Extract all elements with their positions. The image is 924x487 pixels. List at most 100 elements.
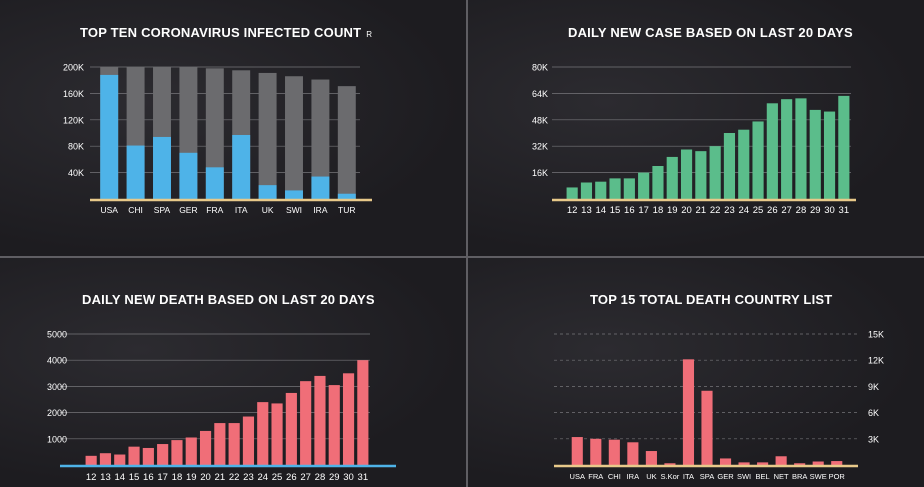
x-tick-label: 19 xyxy=(186,472,197,483)
data-bar xyxy=(580,182,593,199)
x-tick-label: 16 xyxy=(143,472,154,483)
y-tick-label: 9K xyxy=(868,382,879,392)
top-death-country-chart: 3K 6K 9K 12K 15K USA FRA CHI IRA UK S.Kor ITA SPA GER… xyxy=(554,330,884,481)
data-bar xyxy=(153,136,171,199)
x-tick-label: USA xyxy=(570,472,585,481)
y-tick-label: 200K xyxy=(63,63,84,73)
data-bar xyxy=(258,185,277,199)
x-tick-label: SWE xyxy=(810,472,827,481)
y-tick-label: 3000 xyxy=(47,382,67,392)
data-bar xyxy=(337,193,356,199)
y-tick-label: 1000 xyxy=(47,434,67,444)
x-tick-label: 31 xyxy=(358,472,369,483)
infected-count-title-suffix: R xyxy=(366,30,373,39)
x-tick-label: 28 xyxy=(796,205,807,216)
x-tick-label: 17 xyxy=(638,205,649,216)
data-bar xyxy=(242,416,255,465)
data-bar xyxy=(357,360,369,465)
daily-new-case-title: DAILY NEW CASE BASED ON LAST 20 DAYS xyxy=(568,25,853,40)
data-bar xyxy=(723,133,736,199)
data-bar xyxy=(627,442,639,465)
data-bar xyxy=(114,454,126,465)
data-bar xyxy=(142,447,154,465)
data-bar xyxy=(738,129,750,199)
x-tick-label: 14 xyxy=(595,205,606,216)
daily-new-case-panel: DAILY NEW CASE BASED ON LAST 20 DAYS 16K… xyxy=(468,0,924,256)
x-tick-label: UK xyxy=(646,472,656,481)
data-bar xyxy=(831,461,843,465)
data-bar xyxy=(823,111,836,199)
data-bar xyxy=(752,121,764,199)
x-tick-label: 13 xyxy=(581,205,592,216)
x-tick-label: 29 xyxy=(810,205,821,216)
x-tick-label: 31 xyxy=(839,205,850,216)
y-tick-label: 2000 xyxy=(47,408,67,418)
data-bar xyxy=(171,440,183,465)
x-tick-label: FRA xyxy=(588,472,603,481)
y-tick-label: 15K xyxy=(868,330,884,340)
data-bar xyxy=(666,156,678,199)
data-bar xyxy=(214,423,226,465)
y-tick-label: 12K xyxy=(868,356,884,366)
y-tick-label: 120K xyxy=(63,115,84,125)
top-death-country-panel: TOP 15 TOTAL DEATH COUNTRY LIST 3K 6K 9K 12… xyxy=(468,258,924,487)
y-tick-label: 48K xyxy=(532,115,548,125)
x-tick-label: BEL xyxy=(756,472,770,481)
data-bar xyxy=(638,172,650,199)
x-tick-label: 26 xyxy=(286,472,297,483)
x-tick-label: 25 xyxy=(272,472,283,483)
data-bar xyxy=(328,385,340,465)
infected-count-title-text: TOP TEN CORONAVIRUS INFECTED COUNT xyxy=(80,25,362,40)
x-tick-label: 24 xyxy=(257,472,268,483)
data-bar xyxy=(757,462,769,465)
x-tick-label: ITA xyxy=(235,205,248,215)
vertical-divider xyxy=(466,0,468,487)
data-bar xyxy=(645,451,657,465)
x-tick-label: 13 xyxy=(100,472,111,483)
data-bar xyxy=(775,456,787,465)
y-tick-label: 16K xyxy=(532,168,548,178)
x-tick-label: S.Kor xyxy=(661,472,680,481)
data-bar xyxy=(128,446,140,465)
x-tick-label: 22 xyxy=(710,205,721,216)
x-tick-label: 22 xyxy=(229,472,240,483)
infected-count-panel: TOP TEN CORONAVIRUS INFECTED COUNT R 40K 8… xyxy=(0,0,466,256)
x-tick-label: 20 xyxy=(200,472,211,483)
x-tick-label: 19 xyxy=(667,205,678,216)
x-tick-label: IRA xyxy=(313,205,328,215)
x-tick-label: TUR xyxy=(338,205,355,215)
y-tick-label: 32K xyxy=(532,142,548,152)
x-tick-label: 12 xyxy=(567,205,578,216)
y-tick-label: 5000 xyxy=(47,330,67,340)
data-bar xyxy=(311,176,330,199)
x-tick-label: 27 xyxy=(781,205,792,216)
x-tick-label: SWI xyxy=(737,472,751,481)
x-tick-label: ITA xyxy=(683,472,694,481)
data-bar xyxy=(680,149,693,199)
data-bar xyxy=(781,99,793,199)
x-tick-label: SPA xyxy=(700,472,714,481)
data-bar xyxy=(179,152,198,199)
data-bar xyxy=(271,403,283,465)
data-bar xyxy=(809,109,821,199)
x-tick-label: NET xyxy=(774,472,789,481)
data-bar xyxy=(85,455,97,465)
y-tick-label: 4000 xyxy=(47,356,67,366)
x-tick-label: 14 xyxy=(114,472,125,483)
data-bar xyxy=(595,181,607,199)
data-bar xyxy=(199,430,212,465)
data-bar xyxy=(590,438,602,465)
data-bar xyxy=(228,423,240,465)
background-bar xyxy=(285,76,303,199)
data-bar xyxy=(285,190,303,199)
x-tick-label: 20 xyxy=(681,205,692,216)
x-tick-label: 12 xyxy=(86,472,97,483)
x-tick-label: USA xyxy=(100,205,118,215)
y-tick-label: 80K xyxy=(68,142,84,152)
x-tick-label: SPA xyxy=(154,205,171,215)
x-tick-label: 18 xyxy=(172,472,183,483)
x-tick-label: 18 xyxy=(653,205,664,216)
daily-new-death-title: DAILY NEW DEATH BASED ON LAST 20 DAYS xyxy=(82,292,375,307)
daily-new-death-panel: DAILY NEW DEATH BASED ON LAST 20 DAYS 10… xyxy=(0,258,466,487)
y-tick-label: 64K xyxy=(532,89,548,99)
